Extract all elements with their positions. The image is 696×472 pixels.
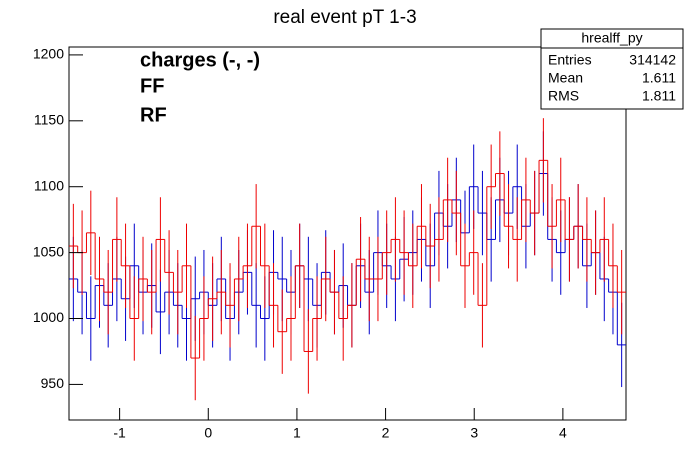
chart-title: real event pT 1-3 <box>273 7 416 28</box>
stats-box: hrealff_py Entries 314142 Mean 1.611 RMS… <box>540 28 684 110</box>
stats-value: 314142 <box>629 52 676 68</box>
stats-frame <box>540 28 684 110</box>
y-tick-label: 1200 <box>33 46 64 62</box>
stats-title: hrealff_py <box>581 30 642 46</box>
stats-label: Mean <box>548 70 583 86</box>
legend-entry: RF <box>140 104 167 126</box>
x-tick-label: 2 <box>382 425 390 441</box>
y-tick-label: 1150 <box>34 112 64 128</box>
x-tick-label: 3 <box>470 425 478 441</box>
stats-label: Entries <box>548 52 592 68</box>
stats-label: RMS <box>548 88 579 104</box>
y-tick-label: 1100 <box>34 177 64 193</box>
x-tick-label: 1 <box>293 425 301 441</box>
stats-value: 1.811 <box>642 88 676 104</box>
y-tick-label: 1050 <box>33 243 64 259</box>
plot-frame <box>68 46 627 421</box>
legend-entry: FF <box>140 75 164 97</box>
x-tick-label: 0 <box>204 425 212 441</box>
stats-value: 1.611 <box>642 70 676 86</box>
y-tick-label: 950 <box>41 375 65 391</box>
x-tick-label: -1 <box>113 425 126 441</box>
annotation: charges (-, -) <box>140 49 260 71</box>
y-tick-label: 1000 <box>33 309 64 325</box>
x-tick-label: 4 <box>559 425 567 441</box>
